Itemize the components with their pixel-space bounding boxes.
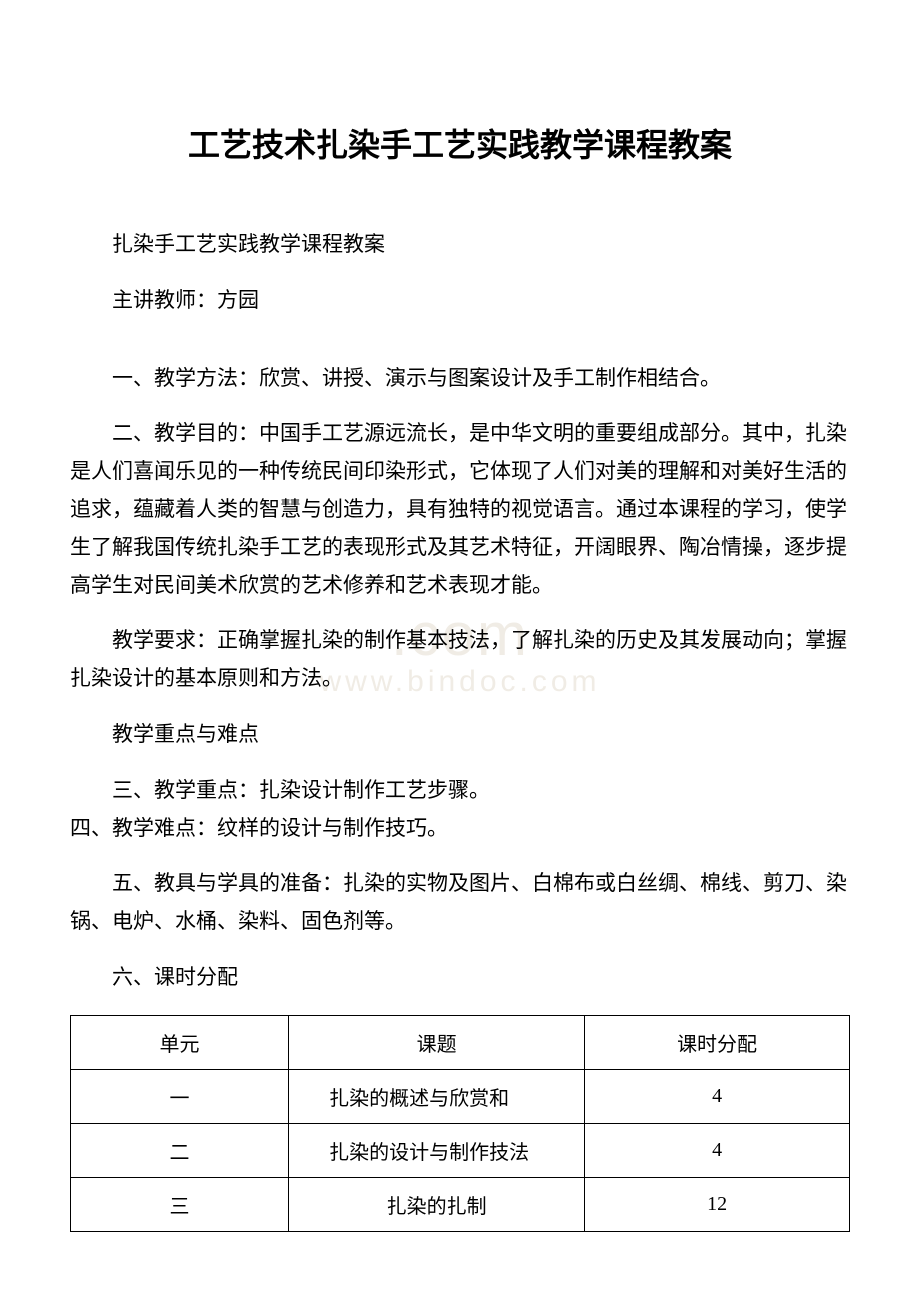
teacher-line: 主讲教师：方园 bbox=[70, 282, 850, 320]
section-difficulty: 四、教学难点：纹样的设计与制作技巧。 bbox=[70, 810, 850, 848]
cell-hours: 4 bbox=[585, 1123, 850, 1177]
cell-hours: 12 bbox=[585, 1177, 850, 1231]
section-keypoint: 三、教学重点：扎染设计制作工艺步骤。 bbox=[70, 772, 850, 810]
header-topic: 课题 bbox=[289, 1015, 585, 1069]
document-title: 工艺技术扎染手工艺实践教学课程教案 bbox=[70, 120, 850, 166]
document-content: 工艺技术扎染手工艺实践教学课程教案 扎染手工艺实践教学课程教案 主讲教师：方园 … bbox=[70, 120, 850, 1232]
keypoints-heading: 教学重点与难点 bbox=[70, 716, 850, 754]
section-requirement: 教学要求：正确掌握扎染的制作基本技法，了解扎染的历史及其发展动向；掌握扎染设计的… bbox=[70, 622, 850, 698]
cell-unit: 一 bbox=[71, 1069, 289, 1123]
section-goals: 二、教学目的：中国手工艺源远流长，是中华文明的重要组成部分。其中，扎染是人们喜闻… bbox=[70, 415, 850, 604]
table-row: 二 扎染的设计与制作技法 4 bbox=[71, 1123, 850, 1177]
cell-hours: 4 bbox=[585, 1069, 850, 1123]
schedule-table: 单元 课题 课时分配 一 扎染的概述与欣赏和 4 二 扎染的设计与制作技法 4 … bbox=[70, 1015, 850, 1232]
section-methods: 一、教学方法：欣赏、讲授、演示与图案设计及手工制作相结合。 bbox=[70, 360, 850, 398]
subtitle: 扎染手工艺实践教学课程教案 bbox=[70, 226, 850, 264]
header-unit: 单元 bbox=[71, 1015, 289, 1069]
cell-topic: 扎染的设计与制作技法 bbox=[289, 1123, 585, 1177]
cell-topic: 扎染的概述与欣赏和 bbox=[289, 1069, 585, 1123]
cell-topic: 扎染的扎制 bbox=[289, 1177, 585, 1231]
table-row: 一 扎染的概述与欣赏和 4 bbox=[71, 1069, 850, 1123]
cell-unit: 三 bbox=[71, 1177, 289, 1231]
table-row: 三 扎染的扎制 12 bbox=[71, 1177, 850, 1231]
cell-unit: 二 bbox=[71, 1123, 289, 1177]
header-hours: 课时分配 bbox=[585, 1015, 850, 1069]
section-schedule: 六、课时分配 bbox=[70, 959, 850, 997]
section-materials: 五、教具与学具的准备：扎染的实物及图片、白棉布或白丝绸、棉线、剪刀、染锅、电炉、… bbox=[70, 865, 850, 941]
table-header-row: 单元 课题 课时分配 bbox=[71, 1015, 850, 1069]
